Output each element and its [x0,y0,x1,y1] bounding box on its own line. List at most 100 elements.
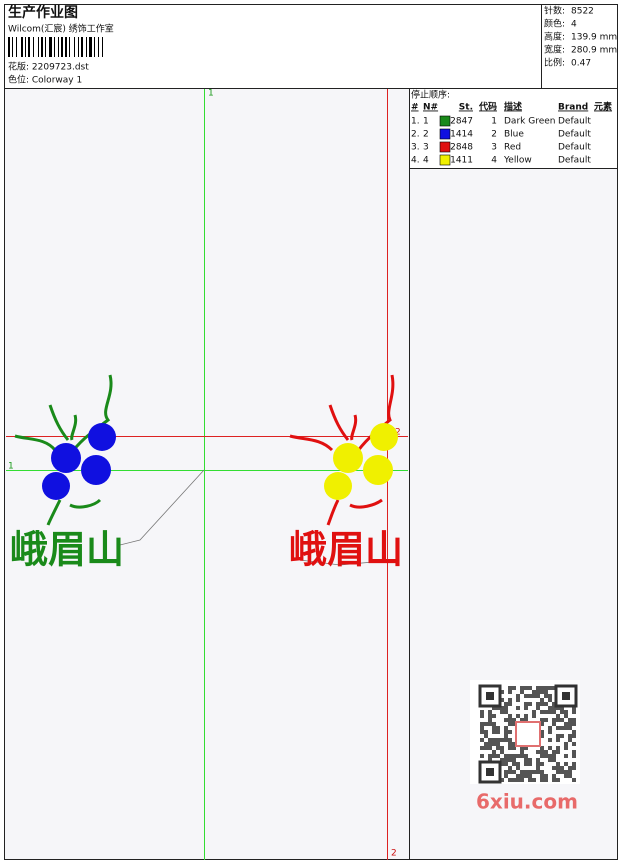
qr-cell [492,738,496,742]
qr-cell [504,738,508,742]
qr-cell [484,722,488,726]
qr-cell [552,766,556,770]
column-header: St. [459,103,473,113]
qr-cell [532,770,536,774]
barcode-bar [8,37,10,57]
column-header: # [411,103,419,113]
qr-logo [515,721,541,747]
studio: Wilcom(汇宸) 绣饰工作室 [8,23,114,35]
qr-cell [536,686,540,690]
qr-cell [524,758,528,762]
qr-cell [520,718,524,722]
row-index: 2. [411,130,420,140]
qr-cell [484,734,488,738]
watermark: 6xiu.com [476,790,578,814]
qr-cell [524,706,528,710]
qr-cell [488,722,492,726]
qr-cell [548,726,552,730]
qr-cell [556,766,560,770]
qr-cell [508,746,512,750]
qr-cell [560,766,564,770]
qr-cell [508,778,512,782]
qr-cell [528,778,532,782]
qr-cell [536,766,540,770]
qr-cell [572,710,576,714]
qr-cell [536,770,540,774]
qr-cell [568,770,572,774]
qr-cell [504,762,508,766]
needle: 2 [423,130,429,140]
barcode-bar [33,37,34,57]
code: 2 [491,130,497,140]
qr-cell [500,698,504,702]
qr-cell [524,686,528,690]
qr-cell [484,742,488,746]
qr-cell [536,762,540,766]
qr-cell [520,750,524,754]
qr-cell [504,706,508,710]
stat-label: 比例: [544,57,565,69]
qr-cell [488,746,492,750]
code: 4 [491,156,497,166]
guide-label: 2 [391,849,397,859]
qr-cell [572,750,576,754]
qr-cell [532,714,536,718]
guide-label: 2 [395,428,401,438]
stat-value: 0.47 [571,59,591,69]
qr-cell [568,722,572,726]
barcode-bar [58,37,59,57]
code: 1 [491,117,497,127]
qr-cell [520,690,524,694]
qr-cell [552,758,556,762]
qr-cell [572,742,576,746]
qr-cell [516,698,520,702]
qr-cell [540,774,544,778]
stitch-code: 2848 [450,143,473,153]
qr-cell [544,754,548,758]
qr-cell [532,694,536,698]
qr-cell [568,774,572,778]
qr-cell [484,730,488,734]
qr-cell [508,722,512,726]
qr-cell [496,742,500,746]
design-text: 峨眉山 [289,527,403,572]
qr-watermark [470,680,580,784]
qr-cell [524,718,528,722]
qr-cell [544,718,548,722]
qr-cell [504,758,508,762]
qr-cell [508,766,512,770]
barcode-bar [54,37,55,57]
qr-cell [500,706,504,710]
qr-cell [572,754,576,758]
qr-cell [540,698,544,702]
qr-cell [544,694,548,698]
qr-cell [500,710,504,714]
stat-value: 8522 [571,7,594,17]
qr-cell [560,710,564,714]
qr-cell [548,746,552,750]
qr-cell [560,734,564,738]
qr-cell [492,750,496,754]
qr-cell [564,774,568,778]
qr-cell [560,726,564,730]
qr-cell [508,718,512,722]
qr-cell [540,770,544,774]
qr-finder [562,692,570,700]
qr-cell [508,686,512,690]
qr-cell [572,730,576,734]
qr-cell [520,754,524,758]
stat-label: 颜色: [544,18,565,30]
stat-label: 宽度: [544,44,565,56]
qr-cell [480,730,484,734]
color-swatch [439,128,451,140]
guide-label: 1 [8,462,14,472]
brand: Default [558,130,591,140]
qr-cell [564,762,568,766]
qr-cell [572,706,576,710]
barcode-bar [98,37,99,57]
qr-cell [508,714,512,718]
column-header: N# [423,103,438,113]
qr-cell [556,726,560,730]
qr-cell [504,718,508,722]
qr-cell [548,686,552,690]
